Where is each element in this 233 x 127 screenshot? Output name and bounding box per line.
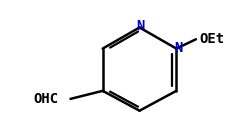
Text: OHC: OHC [34,92,59,106]
Text: N: N [175,41,183,55]
Text: N: N [137,19,145,33]
Text: OEt: OEt [199,32,225,46]
